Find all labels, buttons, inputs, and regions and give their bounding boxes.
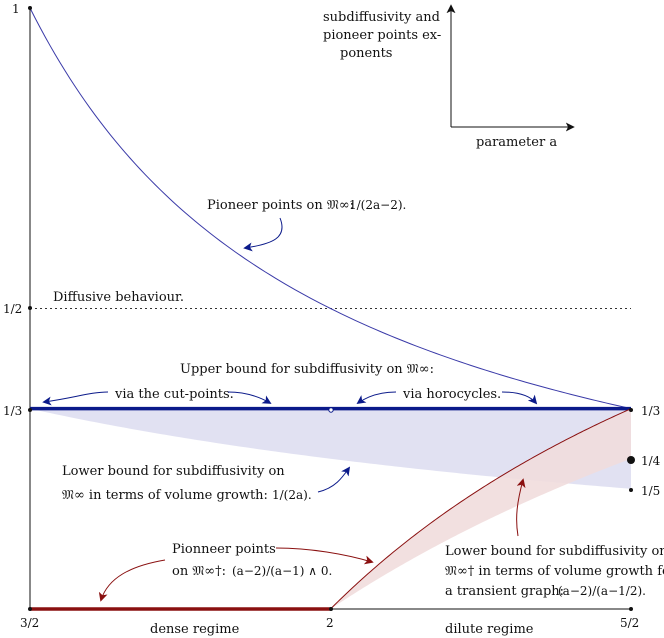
lower-bound-line-2: 𝔐∞ in terms of volume growth: (62, 488, 268, 503)
transient-lower-bound-region (330, 408, 631, 609)
pioneer-inf-label: Pioneer points on 𝔐∞: (207, 198, 354, 213)
lower-transient-line-2: 𝔐∞† in terms of volume growth for (445, 564, 664, 579)
legend-title-line-1: subdiffusivity and (323, 10, 440, 25)
lower-transient-arrow (516, 478, 526, 537)
lower-transient-formula: (a−2)/(a−1/2). (558, 584, 646, 598)
legend-xlabel: parameter a (476, 135, 557, 150)
legend-title-line-3: ponents (340, 46, 392, 61)
via-cut-arrow-left (42, 391, 109, 406)
point-fifth (629, 488, 633, 492)
pioneer-inf-arrow (243, 217, 283, 252)
right-tick-fifth: 1/5 (641, 484, 660, 498)
point-quarter (627, 456, 635, 464)
diffusive-label: Diffusive behaviour. (53, 290, 184, 305)
pioneer-dagger-line-2: on 𝔐∞†: (172, 564, 226, 579)
legend: subdiffusivity and pioneer points ex- po… (323, 4, 575, 150)
lower-bound-region (30, 408, 631, 489)
via-horo-arrow-left (356, 391, 397, 405)
point-top-left (28, 6, 32, 10)
lower-bound-line-1: Lower bound for subdiffusivity on (62, 464, 285, 479)
point-third-mid (328, 407, 334, 413)
legend-title-line-2: pioneer points ex- (323, 28, 441, 43)
x-tick-5-2: 5/2 (620, 616, 639, 630)
pioneer-points-curve (29, 7, 632, 410)
x-tick-3-2: 3/2 (20, 616, 39, 630)
y-tick-1: 1 (12, 2, 20, 16)
lower-bound-arrow (317, 466, 351, 493)
point-origin (28, 607, 32, 611)
pioneer-dagger-curve (330, 408, 632, 610)
via-cut-arrow-right (227, 391, 272, 404)
via-horo-arrow-right (501, 391, 538, 405)
lower-transient-line-1: Lower bound for subdiffusivity on (445, 544, 664, 559)
point-x-2 (329, 607, 333, 611)
lower-bound-formula: 1/(2a). (272, 488, 312, 502)
lower-transient-line-3: a transient graph: (445, 584, 564, 599)
y-tick-half: 1/2 (3, 302, 22, 316)
point-third-left (28, 408, 32, 412)
upper-bound-label: Upper bound for subdiffusivity on 𝔐∞: (180, 362, 434, 377)
point-third-right (629, 408, 633, 412)
right-tick-third: 1/3 (641, 404, 660, 418)
pioneer-inf-formula: 1/(2a−2). (349, 198, 406, 212)
pioneer-dagger-formula: (a−2)/(a−1) ∧ 0. (232, 564, 332, 578)
pioneer-dagger-line-1: Pionneer points (172, 542, 276, 557)
pioneer-dagger-arrow-left (98, 559, 166, 602)
x-tick-2: 2 (326, 616, 334, 630)
dense-regime-label: dense regime (150, 622, 240, 637)
via-cut-label: via the cut-points. (114, 387, 234, 402)
right-tick-quarter: 1/4 (641, 454, 661, 468)
dilute-regime-label: dilute regime (445, 622, 534, 637)
y-tick-third: 1/3 (3, 404, 22, 418)
pioneer-dagger-arrow-right (275, 547, 374, 565)
via-horo-label: via horocycles. (402, 387, 501, 402)
point-x-end (629, 607, 633, 611)
point-half (28, 306, 32, 310)
